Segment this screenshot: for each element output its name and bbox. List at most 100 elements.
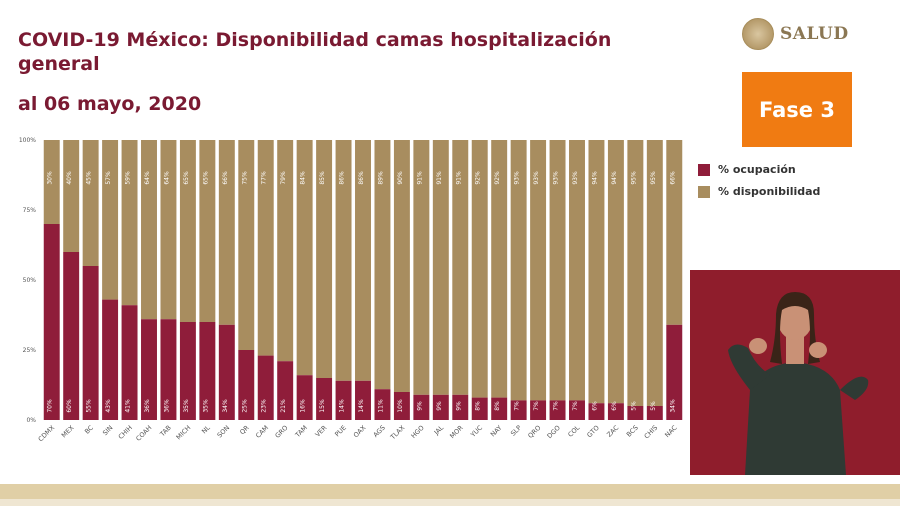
- bar-disponibilidad-GRO: [277, 140, 294, 362]
- x-tick-label: CHIS: [643, 424, 660, 441]
- x-tick-label: MEX: [60, 423, 76, 439]
- x-tick-label: TAM: [293, 424, 309, 440]
- bar-ocupacion-COL: [569, 400, 585, 420]
- bar-ocupacion-COAH: [141, 319, 157, 420]
- bar-disponibilidad-CAM: [257, 140, 274, 356]
- x-tick-label: MICH: [175, 424, 193, 442]
- data-label-ocupacion: 70%: [47, 399, 54, 413]
- bar-disponibilidad-NAY: [491, 140, 508, 398]
- data-label-disponibilidad: 92%: [494, 171, 501, 185]
- data-label-disponibilidad: 93%: [572, 171, 579, 185]
- bar-disponibilidad-MEX: [63, 140, 80, 252]
- data-label-ocupacion: 60%: [66, 399, 73, 413]
- x-tick-label: TLAX: [388, 423, 407, 442]
- data-label-disponibilidad: 45%: [86, 171, 93, 185]
- data-label-disponibilidad: 86%: [339, 171, 346, 185]
- bar-disponibilidad-TLAX: [393, 140, 410, 392]
- data-label-ocupacion: 15%: [319, 399, 326, 413]
- chart-title: COVID-19 México: Disponibilidad camas ho…: [18, 29, 612, 75]
- x-tick-label: GRO: [274, 424, 290, 440]
- bar-ocupacion-NL: [199, 322, 216, 420]
- bar-disponibilidad-CHIH: [121, 140, 138, 306]
- data-label-ocupacion: 55%: [86, 399, 93, 413]
- data-label-disponibilidad: 94%: [611, 171, 618, 185]
- bar-ocupacion-CAM: [257, 355, 274, 420]
- data-label-ocupacion: 11%: [377, 399, 384, 413]
- x-tick-label: JAL: [432, 423, 446, 437]
- bar-ocupacion-CHIS: [646, 406, 663, 420]
- data-label-disponibilidad: 90%: [397, 171, 404, 185]
- x-tick-label: SLP: [509, 424, 523, 438]
- data-label-ocupacion: 9%: [436, 401, 443, 411]
- bar-disponibilidad-QRO: [530, 140, 547, 401]
- logo-text: SALUD: [780, 24, 849, 44]
- data-label-ocupacion: 7%: [533, 401, 540, 411]
- data-label-ocupacion: 43%: [105, 399, 112, 413]
- bar-disponibilidad-TAM: [296, 140, 313, 376]
- y-tick-label: 100%: [19, 137, 36, 144]
- x-tick-label: COAH: [134, 424, 153, 443]
- bar-ocupacion-CHIH: [121, 305, 138, 420]
- data-label-ocupacion: 8%: [475, 401, 482, 411]
- data-label-disponibilidad: 85%: [319, 171, 326, 185]
- data-label-disponibilidad: 59%: [125, 171, 132, 185]
- x-tick-label: TAB: [158, 424, 173, 439]
- data-label-disponibilidad: 93%: [514, 171, 521, 185]
- data-label-disponibilidad: 75%: [241, 171, 248, 185]
- y-tick-label: 25%: [23, 347, 37, 354]
- data-label-ocupacion: 5%: [630, 401, 637, 411]
- x-tick-label: COL: [566, 423, 581, 438]
- legend-swatch-disponibilidad: [698, 185, 710, 198]
- bar-disponibilidad-NAC: [666, 140, 683, 325]
- bar-disponibilidad-COL: [569, 140, 585, 401]
- salud-logo: SALUD: [742, 18, 849, 50]
- legend-item-ocupacion: % ocupación: [698, 163, 820, 176]
- bar-ocupacion-QR: [238, 350, 255, 420]
- x-tick-label: NL: [200, 423, 212, 435]
- x-tick-label: GTO: [585, 424, 600, 439]
- data-label-ocupacion: 35%: [202, 399, 209, 413]
- phase-badge: Fase 3: [742, 72, 852, 147]
- data-label-disponibilidad: 93%: [553, 171, 560, 185]
- bar-ocupacion-GTO: [588, 403, 605, 420]
- data-label-disponibilidad: 66%: [222, 171, 229, 185]
- bar-ocupacion-SLP: [510, 400, 527, 420]
- data-label-ocupacion: 34%: [669, 399, 676, 413]
- bar-disponibilidad-SLP: [510, 140, 527, 401]
- bar-disponibilidad-JAL: [432, 140, 449, 395]
- bar-disponibilidad-GTO: [588, 140, 605, 404]
- y-tick-label: 50%: [23, 277, 37, 284]
- bar-ocupacion-NAC: [666, 324, 683, 420]
- data-label-ocupacion: 6%: [611, 401, 618, 411]
- data-label-disponibilidad: 64%: [163, 171, 170, 185]
- data-label-ocupacion: 41%: [125, 399, 132, 413]
- data-label-ocupacion: 36%: [163, 399, 170, 413]
- data-label-disponibilidad: 86%: [358, 171, 365, 185]
- bar-disponibilidad-ZAC: [607, 140, 624, 404]
- data-label-disponibilidad: 95%: [650, 171, 657, 185]
- data-label-ocupacion: 7%: [514, 401, 521, 411]
- stacked-bar-chart: 0% 25% 50% 75% 100% 30% 70% CDMX 40% 60% MEX 45% 55%…: [19, 137, 683, 443]
- data-label-ocupacion: 7%: [553, 401, 560, 411]
- bar-ocupacion-TAM: [296, 375, 313, 420]
- data-label-disponibilidad: 57%: [105, 171, 112, 185]
- data-label-ocupacion: 35%: [183, 399, 190, 413]
- bar-disponibilidad-COAH: [141, 140, 157, 320]
- data-label-disponibilidad: 40%: [66, 171, 73, 185]
- bar-disponibilidad-NL: [199, 140, 216, 322]
- y-tick-label: 0%: [26, 417, 36, 424]
- data-label-disponibilidad: 79%: [280, 171, 287, 185]
- legend-label-disponibilidad: % disponibilidad: [718, 185, 821, 198]
- bar-disponibilidad-YUC: [471, 140, 488, 398]
- data-label-disponibilidad: 77%: [261, 171, 268, 185]
- x-tick-label: ZAC: [605, 423, 620, 438]
- bar-ocupacion-BCS: [627, 406, 644, 420]
- bar-disponibilidad-HGO: [413, 140, 430, 395]
- x-tick-label: HGO: [409, 424, 425, 440]
- x-tick-label: SON: [216, 424, 232, 440]
- data-label-ocupacion: 23%: [261, 399, 268, 413]
- bar-disponibilidad-OAX: [355, 140, 371, 381]
- data-label-disponibilidad: 93%: [533, 171, 540, 185]
- sign-language-interpreter-video: [690, 270, 900, 475]
- bar-ocupacion-CDMX: [43, 224, 60, 420]
